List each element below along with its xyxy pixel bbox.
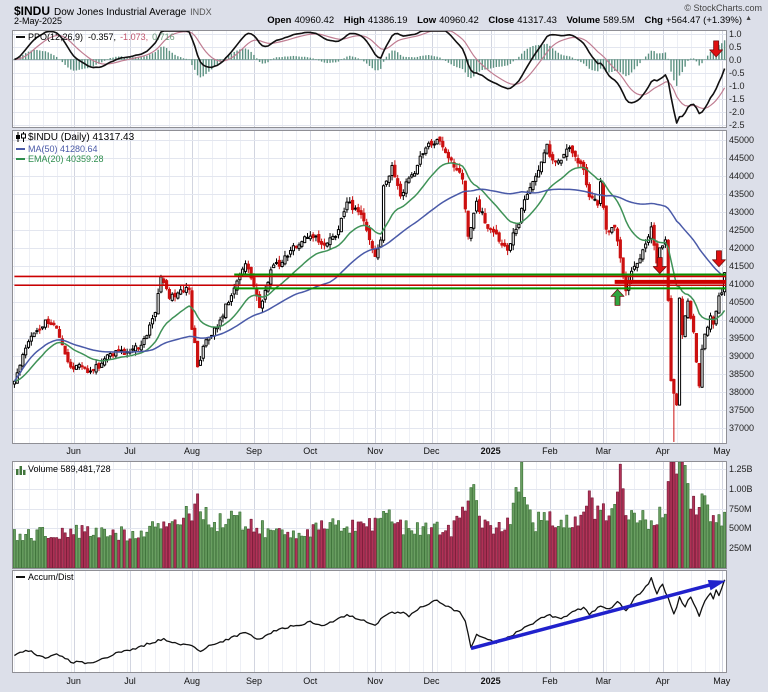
- month-label-May: May: [713, 446, 731, 456]
- high-value: 41386.19: [367, 15, 408, 26]
- ppo-axis-tick: 1.0: [729, 28, 742, 39]
- ppo-axis-tick: -1.0: [729, 80, 745, 91]
- quote-strip: Open 40960.42 High 41386.19 Low 40960.42 Cl…: [260, 15, 742, 26]
- ppo-axis-tick: 0.0: [729, 54, 742, 65]
- month-label-Aug: Aug: [183, 676, 200, 686]
- chg-value: +564.47 (+1.39%): [665, 15, 742, 26]
- symbol-exchange: INDX: [190, 7, 212, 17]
- month-label-Apr: Apr: [655, 446, 670, 456]
- main-legend-title-row: $INDU (Daily) 41317.43: [16, 132, 134, 143]
- main-axis-tick: 43000: [729, 207, 755, 217]
- volume-legend: Volume 589,481,728: [16, 464, 111, 475]
- ppo-signal-value: -1.073,: [120, 32, 149, 42]
- main-axis-tick: 38500: [729, 369, 755, 379]
- main-axis-tick: 44500: [729, 153, 755, 163]
- low-value: 40960.42: [439, 15, 479, 26]
- ppo-legend: PPO(12,26,9) -0.357, -1.073, 0.716: [16, 32, 175, 42]
- chart-header: $INDU Dow Jones Industrial Average INDX: [14, 2, 212, 18]
- main-axis-tick: 42000: [729, 243, 755, 253]
- symbol: $INDU: [14, 4, 51, 18]
- volume-axis-tick: 750M: [729, 503, 752, 514]
- ppo-legend-name: PPO(12,26,9): [28, 32, 84, 42]
- main-axis-tick: 39500: [729, 333, 755, 343]
- volume-axis-tick: 1.00B: [729, 483, 753, 494]
- close-label: Close: [488, 15, 515, 26]
- month-label-Aug: Aug: [183, 446, 200, 456]
- month-label-Dec: Dec: [423, 676, 440, 686]
- ppo-axis-tick: 0.5: [729, 41, 742, 52]
- main-axis-tick: 45000: [729, 135, 755, 145]
- ma50-key-icon: [16, 147, 25, 150]
- month-label-Oct: Oct: [303, 676, 318, 686]
- ema20-key-icon: [16, 157, 25, 160]
- month-label-Mar: Mar: [595, 446, 612, 456]
- main-axis-tick: 41500: [729, 261, 755, 271]
- volume-bars-icon: [16, 465, 26, 475]
- ppo-value: -0.357,: [88, 32, 117, 42]
- ma50-legend: MA(50) 41280.64: [16, 144, 98, 154]
- ppo-axis-tick: -0.5: [729, 67, 745, 78]
- ppo-line-key-icon: [16, 35, 25, 38]
- month-label-Dec: Dec: [423, 446, 440, 456]
- ma50-label: MA(50) 41280.64: [28, 144, 98, 154]
- ema20-legend: EMA(20) 40359.28: [16, 154, 104, 164]
- main-legend-title: $INDU (Daily) 41317.43: [28, 132, 135, 143]
- main-axis-tick: 43500: [729, 189, 755, 199]
- volume-axis-tick: 500M: [729, 523, 752, 534]
- month-label-Jun: Jun: [66, 446, 81, 456]
- main-axis-tick: 37000: [729, 423, 755, 433]
- symbol-name: Dow Jones Industrial Average: [54, 7, 187, 18]
- change-up-icon: ▲: [745, 15, 752, 22]
- month-label-Nov: Nov: [367, 446, 384, 456]
- month-label-Apr: Apr: [655, 676, 670, 686]
- open-value: 40960.42: [294, 15, 335, 26]
- month-label-2025: 2025: [480, 446, 501, 456]
- volume-value: 589.5M: [603, 15, 635, 26]
- open-label: Open: [267, 15, 292, 26]
- month-label-Feb: Feb: [542, 446, 558, 456]
- month-label-Sep: Sep: [245, 446, 262, 456]
- stockcharts-credit: © StockCharts.com: [684, 3, 762, 13]
- month-label-Feb: Feb: [542, 676, 558, 686]
- ppo-hist-value: 0.716: [152, 32, 175, 42]
- close-value: 41317.43: [517, 15, 557, 26]
- month-label-2025: 2025: [480, 676, 501, 686]
- main-axis-tick: 37500: [729, 405, 755, 415]
- month-label-Mar: Mar: [595, 676, 612, 686]
- month-label-Jul: Jul: [124, 446, 136, 456]
- low-label: Low: [417, 15, 437, 26]
- ema20-label: EMA(20) 40359.28: [28, 154, 104, 164]
- month-label-Sep: Sep: [245, 676, 262, 686]
- month-label-Jun: Jun: [66, 676, 81, 686]
- main-axis-tick: 44000: [729, 171, 755, 181]
- volume-label: Volume: [566, 15, 601, 26]
- chg-label: Chg: [644, 15, 663, 26]
- main-axis-tick: 40500: [729, 297, 755, 307]
- volume-axis-tick: 1.25B: [729, 464, 753, 474]
- accum-dist-key-icon: [16, 575, 25, 578]
- accum-dist-label: Accum/Dist: [28, 572, 74, 582]
- ppo-axis-tick: -2.0: [729, 106, 745, 117]
- main-axis-tick: 42500: [729, 225, 755, 235]
- month-label-Nov: Nov: [367, 676, 384, 686]
- main-axis-tick: 39000: [729, 351, 755, 361]
- month-label-May: May: [713, 676, 731, 686]
- high-label: High: [343, 15, 365, 26]
- volume-legend-text: Volume 589,481,728: [28, 464, 111, 474]
- ppo-axis-tick: -1.5: [729, 93, 745, 104]
- main-axis-tick: 41000: [729, 279, 755, 289]
- month-label-Oct: Oct: [303, 446, 318, 456]
- main-axis-tick: 40000: [729, 315, 755, 325]
- candlestick-icon: [16, 132, 26, 143]
- accum-dist-legend: Accum/Dist: [16, 572, 74, 582]
- month-label-Jul: Jul: [124, 676, 136, 686]
- volume-axis-tick: 250M: [729, 543, 752, 554]
- ppo-axis-tick: -2.5: [729, 119, 745, 130]
- chart-date: 2-May-2025: [14, 16, 63, 26]
- main-axis-tick: 38000: [729, 387, 755, 397]
